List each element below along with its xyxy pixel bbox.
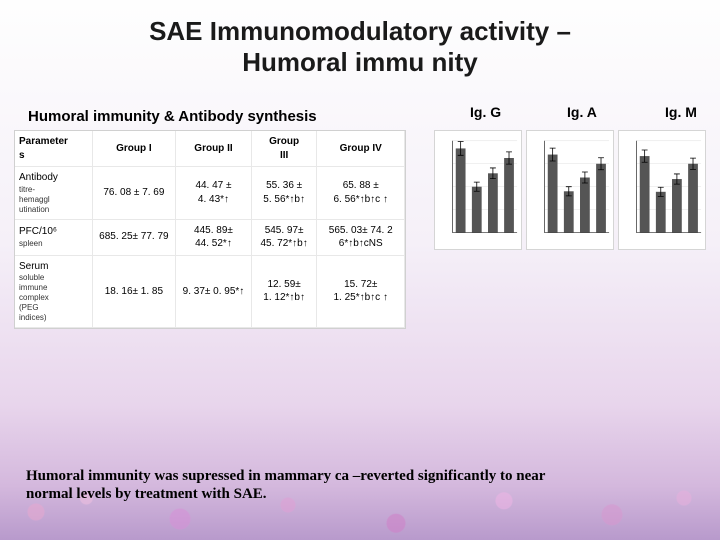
v: 4. 43*↑ <box>198 193 229 207</box>
val-cell: 18. 16± 1. 85 <box>93 256 177 329</box>
p: immune <box>19 283 47 293</box>
p: titre- <box>19 185 35 195</box>
chart-strip <box>434 130 706 250</box>
param-cell: Serum soluble immune complex (PEG indice… <box>15 256 93 329</box>
p: complex <box>19 293 49 303</box>
col-g1: Group I <box>93 131 177 167</box>
footnote: Humoral immunity was supressed in mammar… <box>26 467 694 505</box>
p: utination <box>19 205 49 215</box>
p: spleen <box>19 239 43 249</box>
val-cell: 76. 08 ± 7. 69 <box>93 167 177 220</box>
val-cell: 685. 25± 77. 79 <box>93 220 177 256</box>
val-cell: 445. 89± 44. 52*↑ <box>176 220 252 256</box>
table-row: Serum soluble immune complex (PEG indice… <box>15 256 405 329</box>
val-cell: 55. 36 ± 5. 56*↑b↑ <box>252 167 318 220</box>
table-header-row: Parameter s Group I Group II Group III G… <box>15 131 405 167</box>
val-cell: 65. 88 ± 6. 56*↑b↑c ↑ <box>317 167 405 220</box>
col-g3: Group III <box>252 131 318 167</box>
val-cell: 12. 59± 1. 12*↑b↑ <box>252 256 318 329</box>
table-row: PFC/10⁶ spleen 685. 25± 77. 79 445. 89± … <box>15 220 405 256</box>
footnote-b: normal levels by treatment with SAE. <box>26 486 267 502</box>
v: 44. 52*↑ <box>195 237 232 251</box>
v: 5. 56*↑b↑ <box>263 193 305 207</box>
label-igm: Ig. M <box>665 104 697 120</box>
p: Antibody <box>19 171 58 185</box>
v: 545. 97± <box>265 224 304 238</box>
v: 12. 59± <box>267 278 300 292</box>
title-line1: SAE Immunomodulatory activity – <box>0 16 720 47</box>
v: 565. 03± 74. 2 <box>329 224 393 238</box>
param-cell: Antibody titre- hemaggl utination <box>15 167 93 220</box>
p: Serum <box>19 260 48 274</box>
v: 55. 36 ± <box>266 179 302 193</box>
title-line2: Humoral immu nity <box>0 47 720 78</box>
table-row: Antibody titre- hemaggl utination 76. 08… <box>15 167 405 220</box>
v: 15. 72± <box>344 278 377 292</box>
chart-igg <box>434 130 522 250</box>
col-g4: Group IV <box>317 131 405 167</box>
p: PFC/10⁶ <box>19 225 57 239</box>
val-cell: 565. 03± 74. 2 6*↑b↑cNS <box>317 220 405 256</box>
v: 6*↑b↑cNS <box>339 237 383 251</box>
v: 1. 12*↑b↑ <box>263 291 305 305</box>
p: hemaggl <box>19 195 50 205</box>
p: (PEG <box>19 303 39 313</box>
section-subtitle: Humoral immunity & Antibody synthesis <box>28 108 317 125</box>
v: 445. 89± <box>194 224 233 238</box>
slide-title: SAE Immunomodulatory activity – Humoral … <box>0 0 720 78</box>
label-iga: Ig. A <box>567 104 597 120</box>
col-g2: Group II <box>176 131 252 167</box>
hdr-param1: Parameter <box>19 135 68 149</box>
param-cell: PFC/10⁶ spleen <box>15 220 93 256</box>
data-table: Parameter s Group I Group II Group III G… <box>14 130 406 329</box>
val-cell: 545. 97± 45. 72*↑b↑ <box>252 220 318 256</box>
val-cell: 44. 47 ± 4. 43*↑ <box>176 167 252 220</box>
col-parameters: Parameter s <box>15 131 93 167</box>
chart-igm <box>618 130 706 250</box>
v: 6. 56*↑b↑c ↑ <box>333 193 387 207</box>
chart-iga <box>526 130 614 250</box>
hdr-g3a: Group <box>269 135 299 149</box>
hdr-param2: s <box>19 149 25 163</box>
v: 1. 25*↑b↑c ↑ <box>333 291 387 305</box>
v: 65. 88 ± <box>343 179 379 193</box>
label-igg: Ig. G <box>470 104 501 120</box>
hdr-g3b: III <box>280 149 288 163</box>
footnote-a: Humoral immunity was supressed in mammar… <box>26 468 545 484</box>
v: 45. 72*↑b↑ <box>260 237 307 251</box>
val-cell: 15. 72± 1. 25*↑b↑c ↑ <box>317 256 405 329</box>
v: 44. 47 ± <box>195 179 231 193</box>
val-cell: 9. 37± 0. 95*↑ <box>176 256 252 329</box>
p: soluble <box>19 273 44 283</box>
p: indices) <box>19 313 47 323</box>
